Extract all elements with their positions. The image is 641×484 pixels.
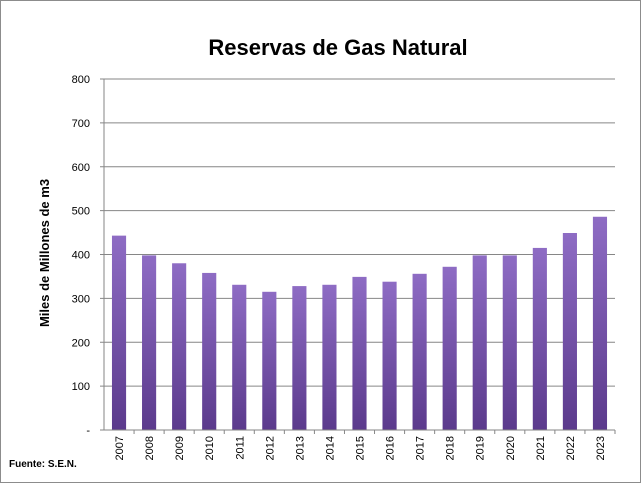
y-tick-label: 500 [72, 206, 90, 218]
x-tick-label-2008: 2008 [144, 436, 156, 460]
bar-2021 [532, 247, 547, 430]
y-tick-label: 100 [72, 381, 90, 393]
bar-2008 [142, 255, 157, 430]
y-axis-label: Miles de Millones de m3 [37, 179, 52, 327]
x-tick-label-2019: 2019 [475, 436, 487, 460]
y-tick-label: 300 [72, 293, 90, 305]
bar-2020 [502, 255, 517, 430]
x-tick-label-2022: 2022 [565, 436, 577, 460]
x-tick-label-2016: 2016 [385, 436, 397, 460]
y-tick-label: 200 [72, 337, 90, 349]
bar-2012 [262, 291, 277, 430]
bar-2015 [352, 276, 367, 430]
x-tick-label-2018: 2018 [445, 436, 457, 460]
x-tick-label-2020: 2020 [505, 436, 517, 460]
bar-2011 [232, 284, 247, 430]
x-tick-labels: 2007 2008 2009 2010 2011 2012 2013 2014 2015 2016… [114, 436, 607, 460]
y-tick-label: 600 [72, 162, 90, 174]
x-tick-label-2013: 2013 [294, 436, 306, 460]
bar-2017 [412, 273, 427, 430]
x-tick-label-2012: 2012 [264, 436, 276, 460]
bar-2007 [111, 235, 127, 430]
bar-2018 [442, 266, 457, 430]
bars [111, 216, 616, 434]
bar-2014 [322, 284, 337, 430]
y-tick-label: 400 [72, 250, 90, 262]
y-tick-label: 700 [72, 118, 90, 130]
x-tick-label-2021: 2021 [535, 436, 547, 460]
bar-2019 [472, 255, 487, 430]
x-tick-label-2011: 2011 [234, 436, 246, 460]
y-tick-label: - [86, 425, 90, 437]
bar-2010 [202, 272, 217, 430]
bar-2022 [562, 233, 577, 430]
x-tick-label-2010: 2010 [204, 436, 216, 460]
bar-2016 [382, 281, 397, 430]
bar-2013 [292, 286, 307, 430]
axes [103, 79, 615, 431]
y-tick-labels: - 100 200 300 400 500 600 700 800 [72, 74, 91, 437]
x-tick-label-2023: 2023 [595, 436, 607, 460]
bar-2009 [172, 263, 187, 430]
source-note: Fuente: S.E.N. [9, 459, 77, 470]
x-tick-label-2009: 2009 [174, 436, 186, 460]
bar-2023 [592, 216, 608, 430]
x-tick-label-2007: 2007 [114, 436, 126, 460]
x-tick-label-2015: 2015 [355, 436, 367, 460]
x-tick-label-2014: 2014 [324, 436, 336, 460]
chart-title: Reservas de Gas Natural [208, 35, 467, 60]
y-tick-label: 800 [72, 74, 90, 86]
x-tick-label-2017: 2017 [415, 436, 427, 460]
